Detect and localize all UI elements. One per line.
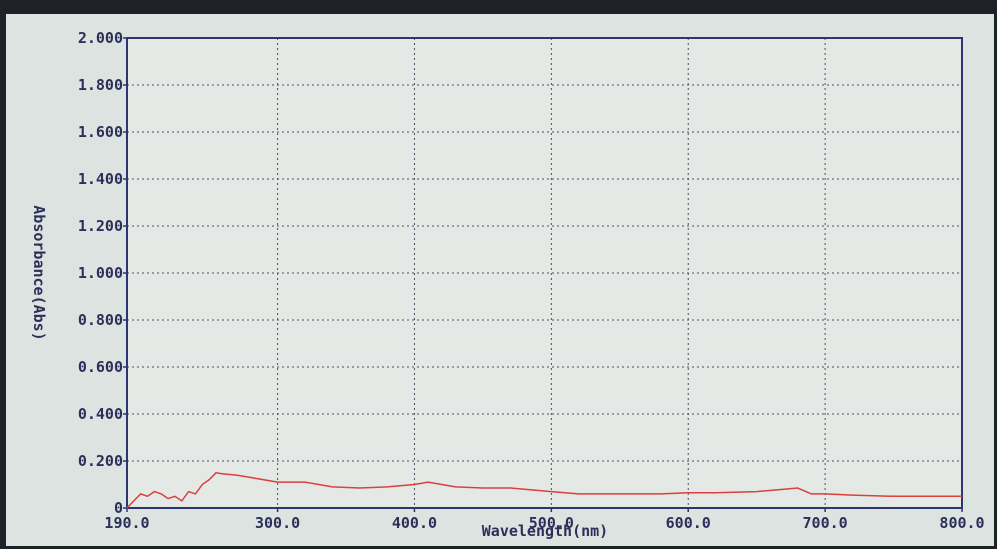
- y-tick-label: 1.600: [78, 123, 123, 141]
- y-tick-label: 0: [114, 499, 123, 517]
- x-tick-label: 300.0: [255, 514, 300, 532]
- y-tick-label: 1.400: [78, 170, 123, 188]
- y-tick-label: 1.800: [78, 76, 123, 94]
- y-tick-label: 0.800: [78, 311, 123, 329]
- y-tick-label: 2.000: [78, 29, 123, 47]
- spectrum-line: [126, 471, 962, 509]
- x-tick-label: 600.0: [666, 514, 711, 532]
- plot-frame: [126, 37, 963, 509]
- x-tick-label: 700.0: [803, 514, 848, 532]
- x-tick-label: 500.0: [529, 514, 574, 532]
- x-tick-label: 400.0: [392, 514, 437, 532]
- x-tick-label: 800.0: [939, 514, 984, 532]
- x-axis-label: Wavelength(nm): [482, 522, 608, 540]
- y-axis-label: Absorbance(Abs): [30, 205, 48, 340]
- y-tick-label: 0.200: [78, 452, 123, 470]
- y-tick-label: 0.400: [78, 405, 123, 423]
- y-tick-label: 1.000: [78, 264, 123, 282]
- x-tick-label: 190.0: [104, 514, 149, 532]
- y-tick-label: 0.600: [78, 358, 123, 376]
- y-tick-label: 1.200: [78, 217, 123, 235]
